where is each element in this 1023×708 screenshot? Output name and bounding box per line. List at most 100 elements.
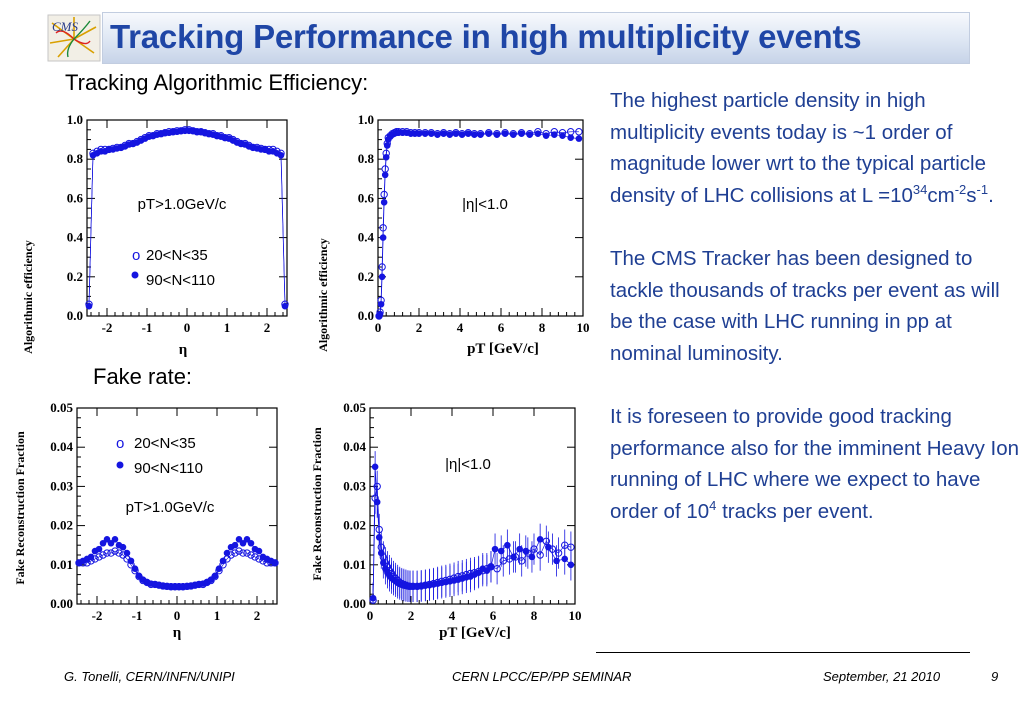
data-point-open — [95, 553, 103, 561]
text-run: It is foreseen to provide good tracking … — [610, 405, 1020, 523]
footer-event: CERN LPCC/EP/PP SEMINAR — [452, 669, 632, 684]
paragraph-heavy-ion: It is foreseen to provide good tracking … — [610, 401, 1020, 527]
text-run: cm — [927, 183, 955, 207]
series-filled-markers — [369, 451, 575, 604]
y-tick-label: 0.01 — [50, 557, 73, 572]
data-point-filled — [434, 131, 441, 139]
data-point-filled — [123, 549, 131, 557]
footer-page-number: 9 — [991, 669, 999, 684]
data-point-filled — [528, 553, 536, 561]
x-tick-label: 0 — [367, 608, 374, 623]
superscript: 4 — [709, 497, 717, 513]
series-segment — [558, 544, 566, 554]
x-tick-label: 8 — [531, 608, 538, 623]
data-point-open — [243, 549, 251, 557]
series-segment — [234, 550, 240, 554]
y-tick-label: 0.03 — [50, 478, 73, 493]
section-efficiency-label: Tracking Algorithmic Efficiency: — [65, 70, 369, 95]
data-point-filled — [375, 534, 383, 541]
series-segment — [382, 202, 385, 238]
cut-label: |η|<1.0 — [445, 456, 491, 473]
x-tick-label: 10 — [569, 608, 582, 623]
series-segment — [254, 556, 260, 560]
legend-open-marker: o — [132, 247, 140, 264]
text-run: . — [988, 183, 994, 207]
data-point-filled — [231, 541, 239, 549]
x-tick-label: -2 — [102, 320, 113, 335]
footer-author: G. Tonelli, CERN/INFN/UNIPI — [64, 669, 235, 684]
data-point-open — [111, 547, 119, 555]
y-tick-label: 1.0 — [358, 112, 374, 127]
legend-open-label: 20<N<35 — [146, 247, 208, 264]
data-point-open — [231, 549, 239, 557]
cut-label: pT>1.0GeV/c — [138, 196, 227, 213]
data-point-filled — [377, 549, 385, 557]
series-segment — [102, 552, 108, 556]
text-run: s — [966, 183, 977, 207]
series-segment — [376, 502, 380, 538]
data-point-open — [115, 549, 123, 557]
legend-open-label: 20<N<35 — [134, 435, 196, 452]
y-tick-label: 0.4 — [358, 230, 375, 245]
series-segment — [250, 554, 256, 558]
y-axis-label: Algorithmic efficiency — [316, 238, 330, 352]
cut-label: |η|<1.0 — [462, 196, 508, 213]
y-tick-label: 0.00 — [50, 596, 73, 611]
y-tick-label: 0.03 — [343, 478, 366, 493]
y-tick-label: 0.2 — [358, 269, 374, 284]
x-tick-label: 10 — [577, 320, 590, 335]
efficiency-vs-pt-plot: 0.0 0.2 0.4 0.6 0.8 1.0 0 2 4 6 8 10 Algorithmic ef… — [315, 105, 600, 365]
series-segment — [562, 131, 571, 134]
title-bar — [102, 12, 970, 64]
series-segment — [496, 560, 504, 569]
efficiency-vs-eta-svg: 0.0 0.2 0.4 0.6 0.8 1.0 -2 -1 0 1 2 Algorithmic ef… — [21, 112, 289, 358]
data-point-filled — [271, 559, 279, 567]
superscript: -2 — [954, 181, 967, 197]
x-tick-label: -1 — [132, 608, 143, 623]
data-point-filled — [458, 131, 466, 139]
legend-filled-marker — [131, 271, 139, 279]
data-point-filled — [247, 539, 255, 547]
y-tick-label: 0.05 — [343, 400, 366, 415]
superscript: -1 — [976, 181, 989, 197]
series-segment — [539, 541, 547, 556]
series-open-markers — [75, 547, 279, 591]
series-segment — [381, 237, 384, 277]
fake-vs-pt-svg: 0.00 0.01 0.02 0.03 0.04 0.05 0 2 4 6 8 10 Fake Rec… — [310, 400, 582, 641]
section-fake-label: Fake rate: — [93, 364, 193, 389]
data-point-open — [518, 557, 526, 565]
slide-title: Tracking Performance in high multiplicit… — [110, 18, 862, 55]
series-segment — [383, 174, 386, 203]
y-tick-label: 0.0 — [67, 308, 83, 323]
x-tick-label: 2 — [416, 320, 423, 335]
data-point-filled — [559, 132, 566, 139]
paragraph-density: The highest particle density in high mul… — [610, 85, 1020, 211]
x-tick-label: -1 — [142, 320, 153, 335]
series-segment — [86, 560, 92, 564]
x-axis-label: pT [GeV/c] — [439, 625, 511, 641]
y-tick-label: 0.6 — [67, 190, 84, 205]
data-point-open — [107, 549, 115, 557]
series-segment — [258, 558, 264, 562]
efficiency-vs-eta-plot: 0.0 0.2 0.4 0.6 0.8 1.0 -2 -1 0 1 2 Algorithmic ef… — [20, 105, 300, 365]
data-point-filled — [545, 543, 552, 551]
series-segment — [114, 550, 120, 554]
y-tick-label: 0.04 — [343, 439, 366, 454]
superscript: 34 — [912, 181, 928, 197]
series-segment — [226, 554, 232, 560]
series-segment — [246, 552, 252, 556]
x-tick-label: 1 — [214, 608, 221, 623]
data-point-open — [575, 128, 583, 136]
x-tick-label: 8 — [539, 320, 546, 335]
data-point-filled — [87, 553, 95, 561]
x-tick-label: 2 — [264, 320, 271, 335]
data-point-filled — [491, 545, 499, 553]
data-point-open — [99, 551, 107, 559]
series-open-markers — [375, 128, 583, 320]
series-segment — [380, 276, 383, 305]
data-point-filled — [428, 130, 435, 138]
data-point-filled — [567, 561, 575, 569]
x-tick-label: 6 — [490, 608, 497, 623]
series-segment — [372, 466, 376, 599]
series-segment — [94, 556, 100, 560]
